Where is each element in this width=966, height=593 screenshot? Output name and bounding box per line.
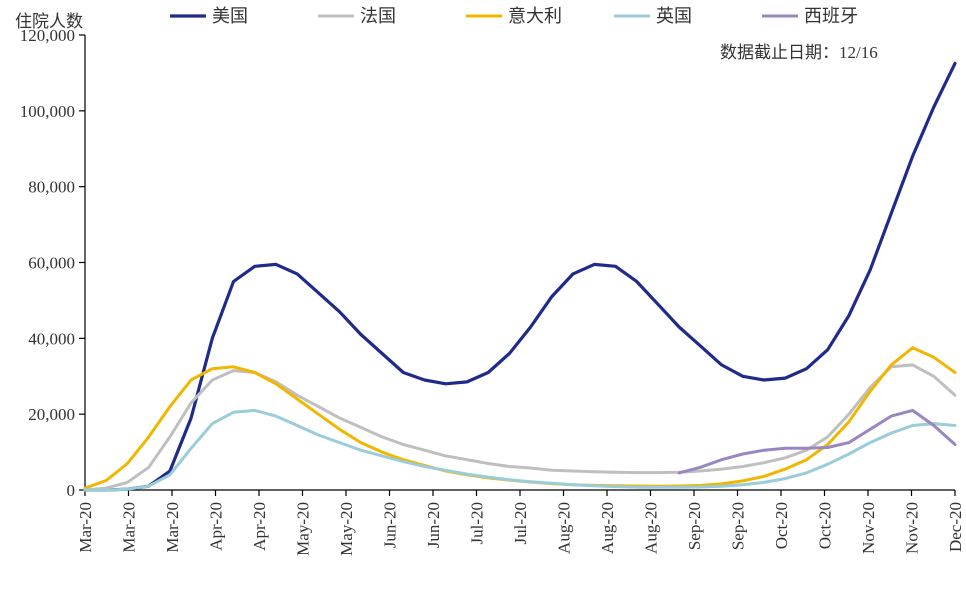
x-tick-label: Oct-20	[816, 502, 835, 549]
x-tick-label: Apr-20	[250, 502, 269, 551]
y-tick-label: 80,000	[28, 178, 75, 197]
line-chart: 020,00040,00060,00080,000100,000120,000住…	[0, 0, 966, 593]
x-tick-label: Sep-20	[729, 502, 748, 550]
x-tick-label: May-20	[294, 502, 313, 556]
x-tick-label: Mar-20	[120, 502, 139, 553]
y-tick-label: 100,000	[20, 102, 75, 121]
x-tick-label: Dec-20	[946, 502, 965, 552]
legend-label: 英国	[656, 6, 692, 26]
legend-label: 意大利	[508, 6, 562, 26]
x-tick-label: Nov-20	[903, 502, 922, 554]
x-tick-label: Sep-20	[685, 502, 704, 550]
y-tick-label: 60,000	[28, 254, 75, 273]
x-tick-label: Aug-20	[598, 502, 617, 554]
x-tick-label: Aug-20	[642, 502, 661, 554]
x-tick-label: Jul-20	[511, 502, 530, 545]
chart-svg: 020,00040,00060,00080,000100,000120,000住…	[0, 0, 966, 593]
x-tick-label: Apr-20	[207, 502, 226, 551]
legend-label: 美国	[212, 6, 248, 26]
legend-label: 法国	[360, 6, 396, 26]
x-tick-label: Oct-20	[772, 502, 791, 549]
x-tick-label: Nov-20	[859, 502, 878, 554]
data-cutoff-annotation: 数据截止日期：12/16	[720, 43, 878, 62]
x-tick-label: Jun-20	[424, 502, 443, 548]
x-tick-label: Jun-20	[381, 502, 400, 548]
legend-label: 西班牙	[804, 6, 858, 26]
y-tick-label: 20,000	[28, 405, 75, 424]
y-axis-title: 住院人数	[15, 12, 83, 31]
y-tick-label: 0	[67, 481, 76, 500]
y-tick-label: 40,000	[28, 329, 75, 348]
x-tick-label: Mar-20	[163, 502, 182, 553]
x-tick-label: Mar-20	[76, 502, 95, 553]
x-tick-label: Aug-20	[555, 502, 574, 554]
x-tick-label: Jul-20	[468, 502, 487, 545]
x-tick-label: May-20	[337, 502, 356, 556]
